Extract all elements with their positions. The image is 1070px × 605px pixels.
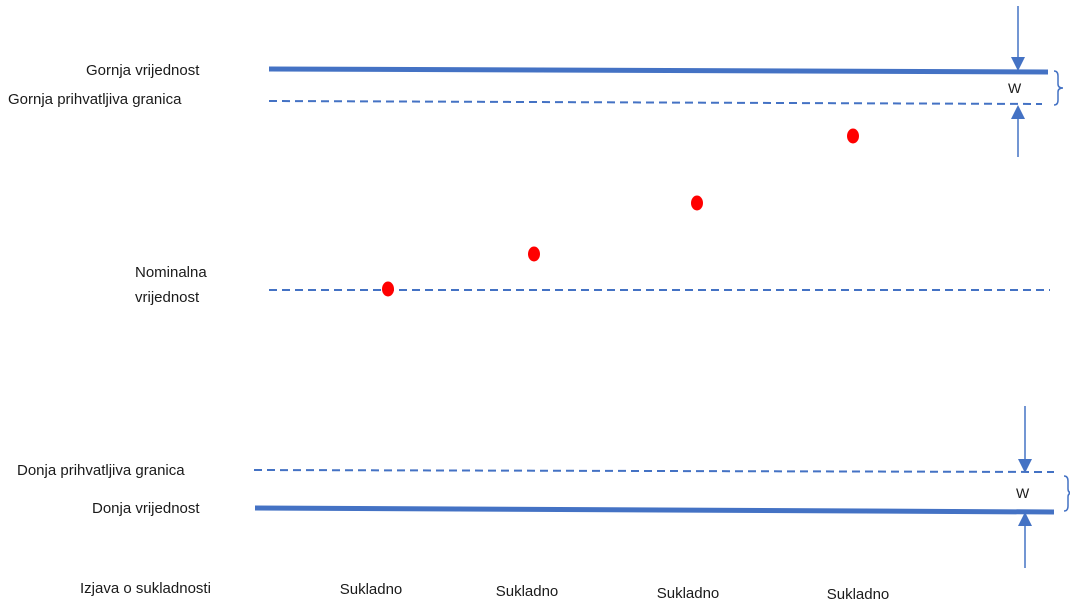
lower-value-line — [254, 505, 1055, 515]
measurement-point — [382, 281, 394, 297]
upper-acceptance-label: Gornja prihvatljiva granica — [8, 91, 182, 108]
lower-guard-band-label: W — [1016, 485, 1030, 501]
statement-4: Sukladno — [826, 586, 890, 603]
nominal-value-label-line2: vrijednost — [135, 289, 200, 306]
upper-value-label: Gornja vrijednost — [86, 62, 200, 79]
lower-acceptance-line — [253, 469, 1055, 473]
measurement-point — [691, 195, 703, 211]
conformity-statement-label: Izjava o sukladnosti — [80, 580, 211, 597]
lower-acceptance-label: Donja prihvatljiva granica — [17, 462, 185, 479]
statement-2: Sukladno — [495, 583, 559, 600]
lower-guard-brace — [1063, 475, 1070, 512]
lower-guard-arrow-bottom — [1018, 512, 1032, 568]
upper-guard-arrow-top — [1011, 6, 1025, 71]
upper-guard-brace — [1053, 70, 1064, 106]
lower-guard-arrow-top — [1018, 406, 1032, 473]
upper-value-line — [268, 66, 1049, 75]
measurement-point — [847, 128, 859, 144]
measurement-point — [528, 246, 540, 262]
statement-3: Sukladno — [656, 585, 720, 602]
lower-value-label: Donja vrijednost — [92, 500, 200, 517]
upper-acceptance-line — [268, 100, 1043, 105]
nominal-value-label-line1: Nominalna — [135, 264, 207, 281]
upper-guard-band-label: W — [1008, 80, 1022, 96]
statement-1: Sukladno — [339, 581, 403, 598]
upper-guard-arrow-bottom — [1011, 105, 1025, 157]
